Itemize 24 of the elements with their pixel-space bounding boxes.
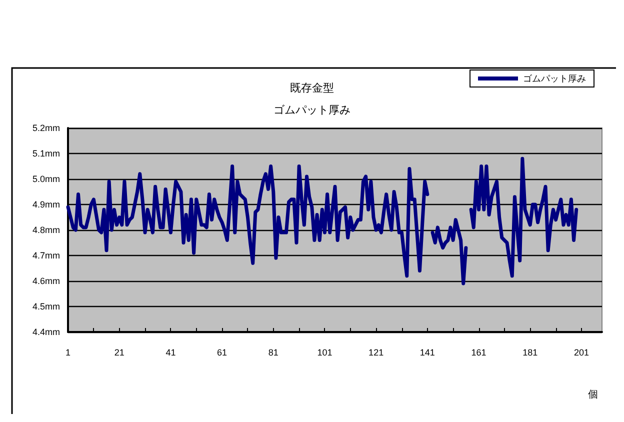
x-tick-label: 161 xyxy=(471,348,486,358)
y-tick-label: 4.9mm xyxy=(32,200,60,210)
y-tick-label: 5.0mm xyxy=(32,174,60,184)
x-tick-label: 201 xyxy=(574,348,589,358)
x-tick-label: 121 xyxy=(368,348,384,358)
chart-subtitle: ゴムパット厚み xyxy=(274,104,350,116)
y-tick-label: 4.7mm xyxy=(32,250,60,260)
y-tick-label: 4.5mm xyxy=(32,302,60,312)
x-tick-label: 181 xyxy=(522,348,538,358)
y-tick-label: 4.6mm xyxy=(32,276,60,286)
y-tick-label: 5.2mm xyxy=(32,123,60,133)
y-tick-label: 4.8mm xyxy=(32,225,60,235)
x-tick-label: 21 xyxy=(114,348,124,358)
x-tick-label: 61 xyxy=(217,348,228,358)
x-tick-label: 81 xyxy=(268,348,278,358)
y-tick-label: 4.4mm xyxy=(32,327,60,337)
x-tick-label: 1 xyxy=(65,348,71,358)
legend-label: ゴムパット厚み xyxy=(523,74,586,84)
x-axis-title: 個 xyxy=(588,390,598,400)
y-tick-label: 5.1mm xyxy=(32,148,60,158)
chart-title: 既存金型 xyxy=(290,82,334,94)
x-tick-label: 141 xyxy=(420,348,435,358)
x-tick-label: 41 xyxy=(166,348,176,358)
x-tick-label: 101 xyxy=(317,348,332,358)
